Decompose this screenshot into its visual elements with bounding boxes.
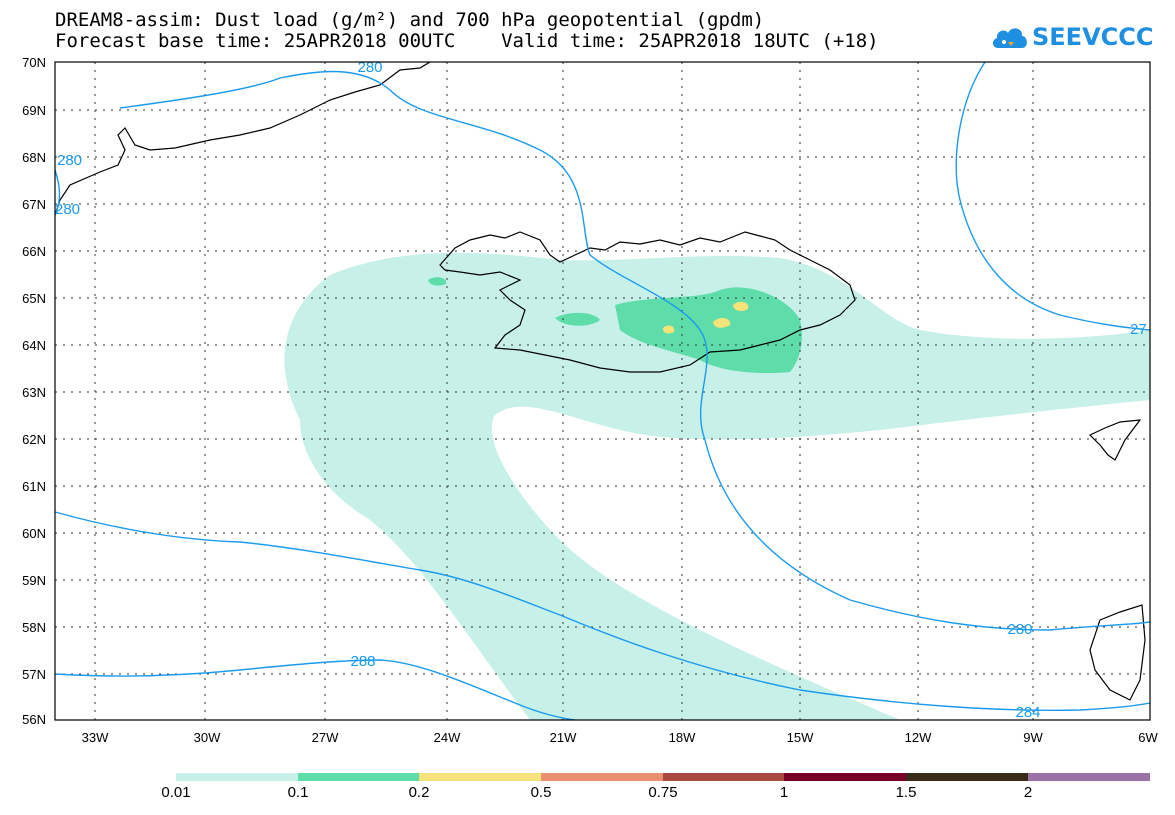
lat-tick: 61N	[22, 479, 46, 494]
colorbar-swatch	[1028, 773, 1150, 781]
lon-tick: 12W	[905, 730, 932, 745]
logo-text: SEEVCCC	[1032, 23, 1154, 51]
lat-tick: 66N	[22, 244, 46, 259]
colorbar	[176, 773, 1150, 781]
colorbar-level: 0.5	[530, 784, 552, 801]
lon-tick: 24W	[434, 730, 461, 745]
colorbar-swatch	[176, 773, 298, 781]
coastlines	[54, 61, 1146, 701]
lat-tick: 70N	[22, 55, 46, 70]
geopotential-contours	[54, 61, 1151, 721]
lon-tick: 27W	[312, 730, 339, 745]
colorbar-labels: 0.01 0.1 0.2 0.5 0.75 1 1.5 2	[0, 784, 1175, 804]
colorbar-level: 0.75	[648, 784, 678, 801]
lat-tick: 67N	[22, 197, 46, 212]
lat-tick: 69N	[22, 103, 46, 118]
lat-tick: 58N	[22, 620, 46, 635]
contour-label: 280	[55, 201, 80, 218]
title-line-1: DREAM8-assim: Dust load (g/m²) and 700 h…	[55, 9, 765, 31]
latitude-axis: 70N 69N 68N 67N 66N 65N 64N 63N 62N 61N …	[22, 55, 46, 727]
colorbar-level: 0.2	[408, 784, 430, 801]
map-frame	[54, 61, 1151, 721]
colorbar-level: 1.5	[895, 784, 917, 801]
colorbar-swatch	[298, 773, 419, 781]
contour-label-group: 280 280 280 27 280 288 284	[55, 59, 1147, 721]
lat-tick: 59N	[22, 573, 46, 588]
colorbar-swatch	[663, 773, 784, 781]
greenland-coast	[54, 61, 431, 216]
iceland-coast	[439, 231, 856, 373]
lat-tick: 62N	[22, 432, 46, 447]
colorbar-level: 1	[779, 784, 789, 801]
contour-label: 280	[357, 59, 382, 76]
lat-tick: 63N	[22, 385, 46, 400]
lon-tick: 18W	[669, 730, 696, 745]
contour-label: 27	[1130, 321, 1147, 338]
title-line-2: Forecast base time: 25APR2018 00UTC Vali…	[55, 30, 879, 52]
lat-tick: 56N	[22, 712, 46, 727]
contour-label: 280	[57, 152, 82, 169]
longitude-axis: 33W 30W 27W 24W 21W 18W 15W 12W 9W 6W	[82, 730, 1159, 745]
lon-tick: 9W	[1023, 730, 1043, 745]
lat-tick: 64N	[22, 338, 46, 353]
lon-tick: 33W	[82, 730, 109, 745]
lon-tick: 6W	[1138, 730, 1158, 745]
colorbar-swatch	[419, 773, 541, 781]
map-title: DREAM8-assim: Dust load (g/m²) and 700 h…	[55, 10, 879, 52]
lat-tick: 65N	[22, 291, 46, 306]
seevccc-logo: SEEVCCC	[990, 22, 1154, 52]
colorbar-swatch	[906, 773, 1028, 781]
dust-layer-light	[284, 252, 1150, 721]
lon-tick: 21W	[550, 730, 577, 745]
colorbar-level: 0.01	[161, 784, 191, 801]
colorbar-level: 0.1	[287, 784, 309, 801]
lat-tick: 60N	[22, 526, 46, 541]
lat-tick: 57N	[22, 667, 46, 682]
lon-tick: 30W	[194, 730, 221, 745]
dust-layer-medium	[428, 277, 802, 374]
contour-label: 288	[350, 653, 375, 670]
cloud-icon	[992, 28, 1027, 48]
map-grid	[55, 62, 1150, 720]
scotland-coast	[1089, 604, 1146, 701]
lon-tick: 15W	[787, 730, 814, 745]
colorbar-level: 2	[1023, 784, 1033, 801]
colorbar-swatch	[541, 773, 663, 781]
contour-label: 284	[1015, 704, 1040, 721]
dust-layer-high	[662, 301, 749, 334]
colorbar-swatch	[784, 773, 906, 781]
faroe-coast	[1088, 419, 1142, 461]
lat-tick: 68N	[22, 150, 46, 165]
contour-label: 280	[1007, 621, 1032, 638]
